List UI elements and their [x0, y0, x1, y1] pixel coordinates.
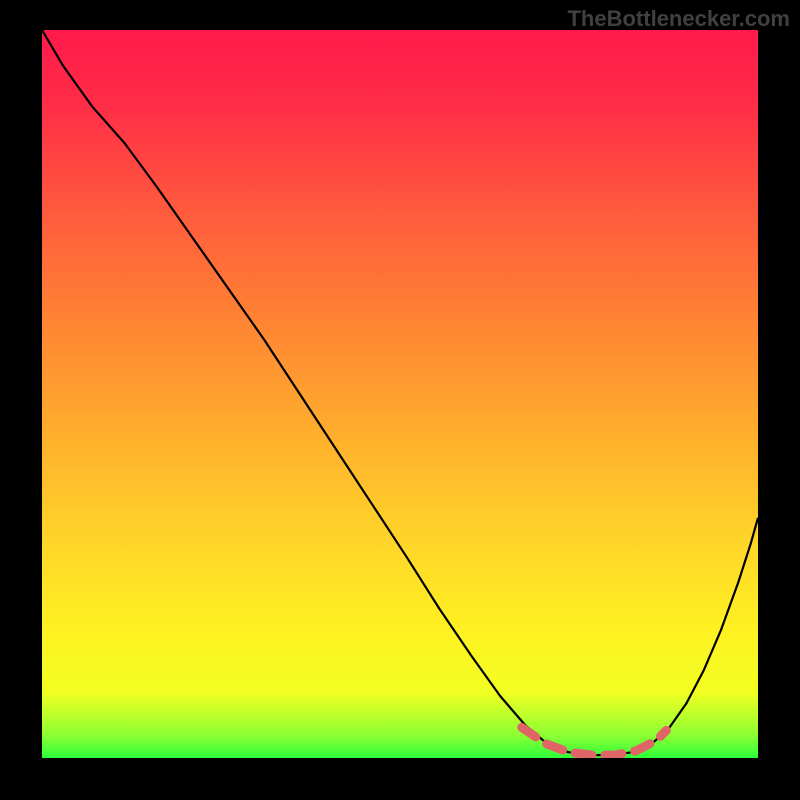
watermark-text: TheBottlenecker.com [567, 6, 790, 32]
plot-area [42, 30, 758, 758]
plot-svg [42, 30, 758, 758]
bottleneck-chart: TheBottlenecker.com [0, 0, 800, 800]
gradient-background [42, 30, 758, 758]
